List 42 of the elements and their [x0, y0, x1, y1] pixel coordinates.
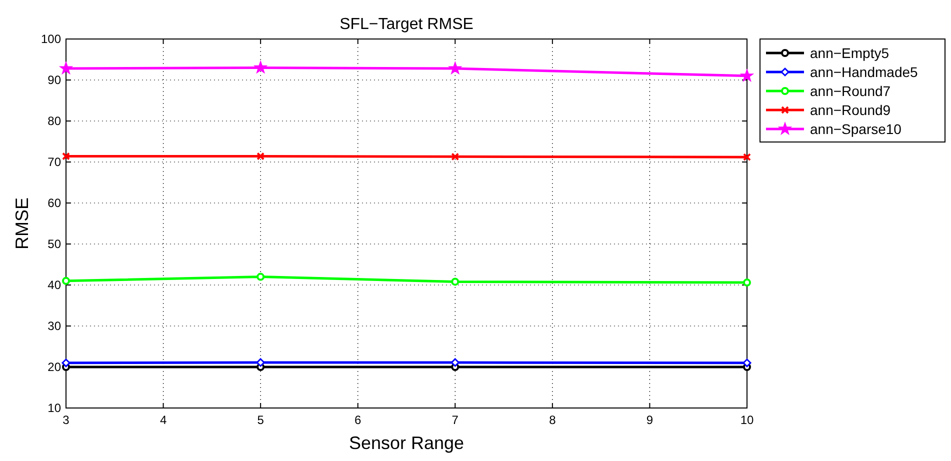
point	[451, 152, 460, 161]
y-tick-label: 40	[48, 278, 62, 292]
legend-label: ann−Empty5	[810, 45, 890, 61]
point	[60, 62, 72, 74]
x-tick-label: 7	[452, 413, 459, 427]
point	[256, 272, 265, 281]
legend-label: ann−Round9	[810, 102, 891, 118]
point	[62, 358, 70, 368]
y-tick-label: 80	[48, 114, 62, 128]
x-tick-label: 8	[549, 413, 556, 427]
point	[742, 358, 752, 368]
x-tick-label: 10	[740, 413, 754, 427]
x-axis-title: Sensor Range	[348, 433, 464, 453]
point	[451, 278, 460, 286]
y-axis-title: RMSE	[12, 197, 32, 250]
point	[743, 153, 751, 162]
x-tick-label: 9	[646, 413, 654, 427]
point	[450, 358, 460, 367]
y-tick-label: 90	[48, 73, 62, 87]
y-tick-label: 50	[48, 237, 62, 251]
x-tick-label: 6	[354, 413, 362, 427]
y-tick-label: 60	[48, 196, 62, 210]
point	[448, 62, 462, 74]
point	[62, 276, 70, 285]
y-tick-label: 100	[40, 32, 62, 46]
point	[256, 152, 265, 160]
legend-label: ann−Sparse10	[810, 121, 902, 137]
y-tick-label: 10	[48, 401, 62, 415]
point	[256, 358, 265, 367]
legend-label: ann−Round7	[810, 83, 891, 99]
x-tick-label: 5	[257, 413, 264, 427]
point	[743, 278, 751, 287]
y-tick-label: 70	[48, 155, 62, 169]
point	[62, 152, 70, 160]
y-tick-label: 20	[48, 360, 62, 374]
point	[740, 69, 754, 82]
point	[254, 61, 267, 74]
x-tick-label: 3	[62, 413, 70, 427]
x-tick-label: 4	[160, 413, 167, 427]
chart-title: SFL−Target RMSE	[340, 16, 474, 33]
legend-label: ann−Handmade5	[810, 64, 918, 80]
y-tick-label: 30	[48, 319, 62, 333]
